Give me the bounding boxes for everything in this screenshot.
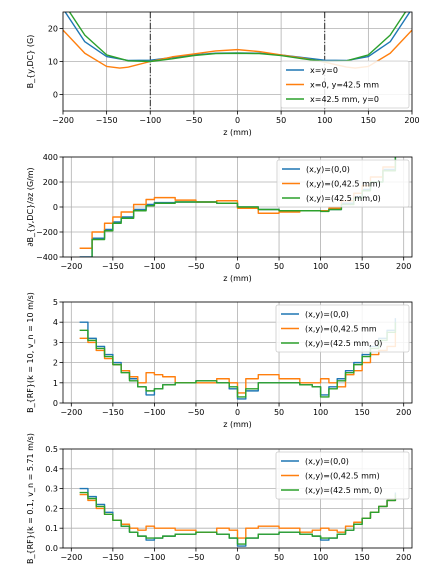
x-tick-label: 50 [274,553,284,562]
x-tick-label: −200 [60,262,82,271]
panel-3: −200 −150 −100 −50 0 50 100 150 200 0 1 2 3 4 5 z (mm) B… [26,292,413,429]
x-tick-label: −150 [102,262,124,271]
x-tick-label: 200 [396,553,411,562]
x-tick-label: 0 [235,262,240,271]
legend-box [276,159,410,208]
legend-box [275,304,410,353]
y-tick-label: 2 [53,359,58,368]
y-axis-label: B_{RF}(k = 10, v_n = 10 m/s) [26,292,35,413]
x-tick-label: −100 [143,553,165,562]
x-tick-label: 0 [235,116,240,125]
legend: (x,y)=(0,0) (x,y)=(0,42.5 mm) (x,y)=(42.5 … [275,451,410,500]
x-tick-label: 50 [274,262,284,271]
x-tick-label: 150 [355,262,370,271]
series-group [79,318,397,400]
x-tick-label: 50 [274,408,284,417]
legend-box [275,451,410,500]
x-tick-label: 200 [404,116,419,125]
x-tick-label: 150 [355,408,370,417]
legend-label: x=y=0 [310,66,338,75]
legend-label: x=0, y=42.5 mm [310,81,379,90]
x-axis-label: z (mm) [223,420,252,429]
legend-label: x=42.5 mm, y=0 [310,95,379,104]
legend: (x,y)=(0,0) (x,y)=(0,42.5 mm) (x,y)=(42.5 … [276,159,410,208]
legend-label: (x,y)=(0,42.5 mm) [305,472,380,481]
y-axis-label: B_{RF}(k = 0.1, v_n = 5.71 m/s) [26,433,35,564]
y-tick-label: 200 [43,178,58,187]
y-tick-label: 5 [53,298,58,307]
y-tick-label: 1 [53,379,58,388]
x-axis-label: z (mm) [223,128,252,137]
legend-label: (x,y)=(42.5 mm, 0) [305,486,382,495]
y-tick-label: 20 [48,25,58,34]
legend-label: (x,y)=(42.5 mm,0) [306,194,381,203]
y-tick-label: −200 [36,228,58,237]
x-tick-label: −50 [188,553,205,562]
x-tick-label: −150 [96,116,118,125]
x-tick-label: −50 [188,262,205,271]
y-tick-label: −400 [36,253,58,262]
x-tick-label: −50 [188,408,205,417]
legend-label: (x,y)=(42.5 mm, 0) [305,339,382,348]
x-tick-label: −100 [143,262,165,271]
x-tick-label: 150 [361,116,376,125]
y-tick-label: 0.4 [45,465,58,474]
y-tick-label: 0.5 [45,445,58,454]
panel-4: −200 −150 −100 −50 0 50 100 150 200 0.0 0.1 0.2 0.3 0… [26,433,413,564]
legend-label: (x,y)=(0,0) [306,165,350,174]
x-tick-label: 0 [235,408,240,417]
y-tick-label: 10 [48,58,58,67]
x-tick-label: 100 [313,553,328,562]
x-tick-label: 150 [355,553,370,562]
x-tick-label: 50 [276,116,286,125]
legend: (x,y)=(0,0) (x,y)=(0,42.5 mm (x,y)=(42.5 m… [275,304,410,353]
y-tick-label: 400 [43,153,58,162]
x-tick-label: 100 [313,262,328,271]
x-tick-label: 200 [396,408,411,417]
series-line-3 [79,491,397,545]
y-axis-label: ∂B_{y,DC}/∂z (G/m) [26,167,35,246]
legend-box [280,60,410,109]
x-tick-label: −200 [60,408,82,417]
y-tick-label: 0.3 [45,485,58,494]
x-tick-label: −100 [143,408,165,417]
legend-label: (x,y)=(0,42.5 mm [305,325,377,334]
y-tick-label: 0 [53,203,58,212]
x-tick-label: −200 [60,553,82,562]
x-tick-label: 0 [235,553,240,562]
series-group [79,487,397,547]
x-tick-label: 100 [317,116,332,125]
x-tick-label: 100 [313,408,328,417]
y-tick-label: 0 [53,399,58,408]
legend-label: (x,y)=(0,0) [305,457,349,466]
legend-label: (x,y)=(0,42.5 mm) [306,180,381,189]
series-line-3 [79,322,397,398]
y-tick-label: 0 [53,91,58,100]
panel-2: −200 −150 −100 −50 0 50 100 150 200−400−20002004… [26,153,413,283]
y-tick-label: 4 [53,318,58,327]
y-axis-label: B_{y,DC} (G) [26,35,35,89]
x-tick-label: 200 [396,262,411,271]
y-tick-label: 3 [53,338,58,347]
panel-1: −200 −150 −100 −50 0 50 100 150 200 0 10 20 z (mm) B_… [26,11,420,137]
x-tick-label: −100 [139,116,161,125]
series-line-3 [68,12,407,63]
legend-label: (x,y)=(0,0) [305,310,349,319]
x-tick-label: −150 [102,408,124,417]
x-tick-label: −150 [102,553,124,562]
legend: x=y=0 x=0, y=42.5 mm x=42.5 mm, y=0 [280,60,410,109]
y-tick-label: 0.0 [45,544,58,553]
y-tick-label: 0.1 [45,524,58,533]
y-tick-label: 0.2 [45,504,58,513]
x-tick-label: −50 [185,116,202,125]
x-tick-label: −200 [52,116,74,125]
x-axis-label: z (mm) [223,274,252,283]
